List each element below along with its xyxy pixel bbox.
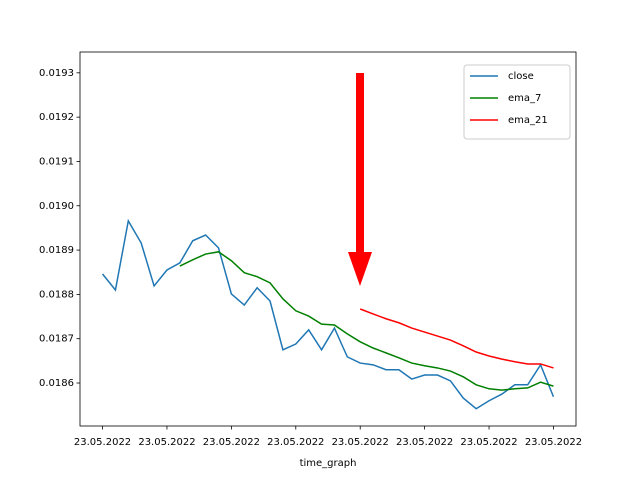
legend-label: ema_7: [508, 93, 541, 104]
x-tick-label: 23.05.2022: [203, 437, 260, 448]
legend-label: close: [508, 71, 534, 82]
x-tick-label: 23.05.2022: [74, 437, 131, 448]
x-tick-label: 23.05.2022: [460, 437, 517, 448]
x-tick-label: 23.05.2022: [332, 437, 389, 448]
y-tick-label: 0.0189: [39, 245, 74, 256]
plot-area: [101, 218, 555, 410]
annotation-arrow: [348, 73, 372, 286]
x-tick-label: 23.05.2022: [267, 437, 324, 448]
x-tick-label: 23.05.2022: [525, 437, 582, 448]
x-axis-label: time_graph: [300, 458, 357, 469]
y-tick-label: 0.0191: [39, 156, 74, 167]
series-line: [101, 218, 555, 410]
axes-frame: [79, 51, 577, 427]
y-tick-label: 0.0193: [39, 68, 74, 79]
x-tick-label: 23.05.2022: [138, 437, 195, 448]
y-tick-label: 0.0186: [39, 378, 74, 389]
series-line: [179, 251, 554, 391]
x-tick-label: 23.05.2022: [396, 437, 453, 448]
y-tick-label: 0.0188: [39, 289, 74, 300]
legend-label: ema_21: [508, 115, 548, 126]
series-line: [359, 308, 554, 369]
y-tick-label: 0.0190: [39, 201, 74, 212]
y-tick-label: 0.0192: [39, 112, 74, 123]
y-tick-label: 0.0187: [39, 334, 74, 345]
